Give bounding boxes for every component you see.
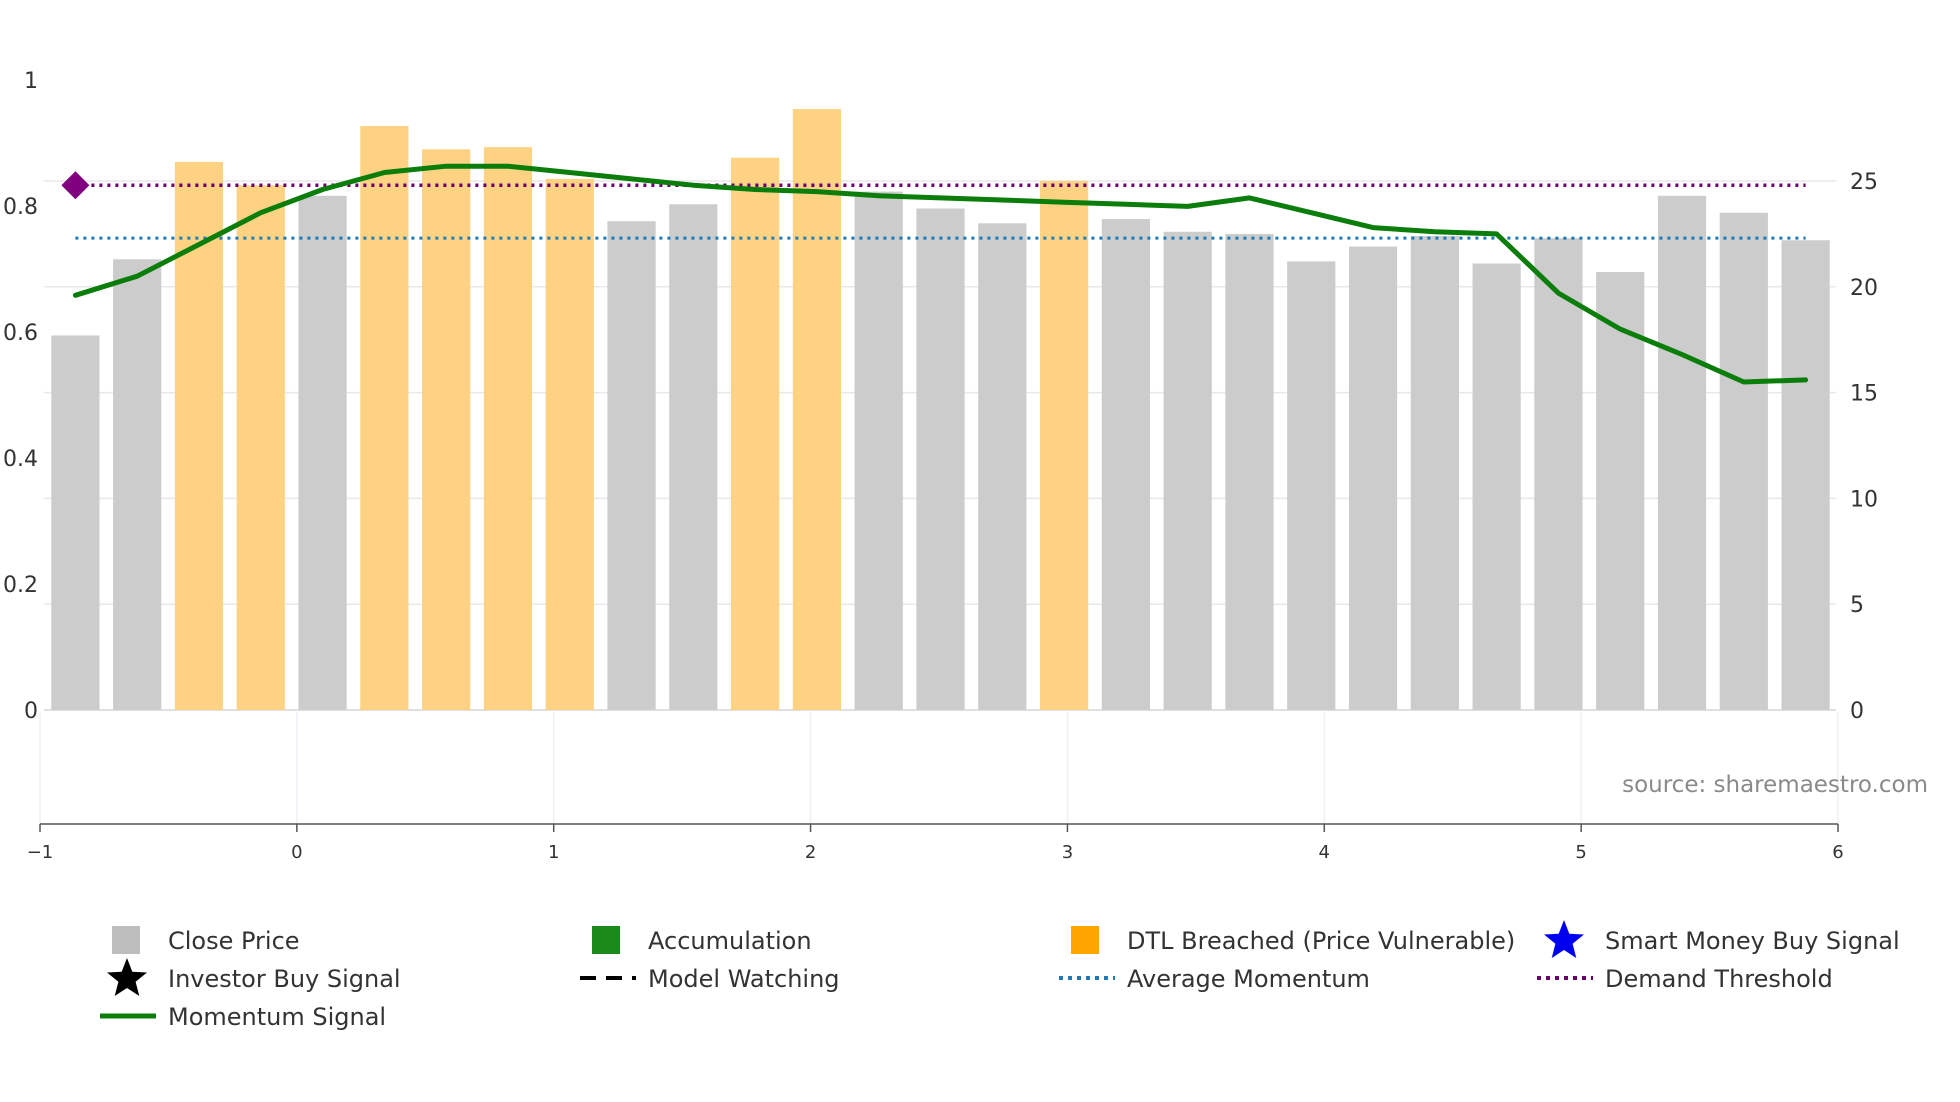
- legend-label: Average Momentum: [1127, 965, 1370, 993]
- y-right-tick-label: 20: [1850, 276, 1878, 301]
- price-bar: [1719, 212, 1768, 711]
- y-right-tick-label: 5: [1850, 593, 1864, 618]
- y-left-tick-label: 0.6: [3, 321, 38, 346]
- legend: Close Price Accumulation DTL Breached (Pri…: [100, 920, 1900, 1031]
- x-tick-label: 0: [291, 842, 302, 863]
- breached-price-bar: [731, 157, 780, 710]
- legend-label: DTL Breached (Price Vulnerable): [1127, 927, 1515, 955]
- y-left-tick-label: 0: [24, 699, 38, 724]
- price-bar: [978, 223, 1027, 710]
- price-bar: [1287, 261, 1336, 710]
- legend-label: Close Price: [168, 927, 300, 955]
- breached-price-bar: [483, 147, 533, 711]
- y-right-tick-label: 15: [1850, 382, 1878, 407]
- source-label: source: sharemaestro.com: [1622, 772, 1928, 798]
- price-bar: [1534, 238, 1583, 710]
- y-left-tick-label: 0.2: [3, 573, 38, 598]
- x-tick-label: 4: [1319, 842, 1330, 863]
- bars-layer: [51, 109, 1830, 711]
- y-left-tick-label: 1: [24, 69, 38, 94]
- x-tick-label: 5: [1575, 842, 1586, 863]
- legend-star-icon: [107, 958, 147, 996]
- y-left-tick-label: 0.8: [3, 195, 38, 220]
- price-bar: [1781, 240, 1830, 711]
- price-bar: [1472, 263, 1521, 710]
- legend-label: Smart Money Buy Signal: [1605, 927, 1900, 955]
- price-bar: [1410, 236, 1459, 711]
- price-bar: [1163, 231, 1212, 710]
- x-tick-label: 6: [1832, 842, 1843, 863]
- legend-label: Demand Threshold: [1605, 965, 1833, 993]
- price-bar: [669, 204, 718, 710]
- y-right-tick-label: 0: [1850, 699, 1864, 724]
- price-bar: [916, 208, 965, 710]
- legend-label: Momentum Signal: [168, 1003, 386, 1031]
- price-bar: [1348, 246, 1398, 710]
- price-bar: [1101, 219, 1150, 710]
- x-tick-label: 1: [548, 842, 559, 863]
- breached-price-bar: [236, 185, 285, 710]
- price-bar: [854, 191, 903, 710]
- legend-swatch-square: [112, 926, 140, 954]
- legend-star-icon: [1544, 920, 1584, 958]
- breached-price-bar: [422, 149, 471, 710]
- legend-swatch-square: [592, 926, 620, 954]
- y-right-tick-label: 10: [1850, 487, 1878, 512]
- breached-price-bar: [1039, 181, 1089, 710]
- breached-price-bar: [545, 178, 594, 710]
- lines-layer: [61, 163, 1809, 385]
- price-bar: [1596, 271, 1645, 710]
- x-tick-label: 3: [1062, 842, 1073, 863]
- x-tick-label: 2: [805, 842, 816, 863]
- legend-swatch-square: [1071, 926, 1099, 954]
- legend-label: Investor Buy Signal: [168, 965, 401, 993]
- price-bar: [1225, 233, 1274, 710]
- price-bar: [1657, 195, 1707, 710]
- momentum-signal-line: [72, 163, 1809, 385]
- price-bar: [51, 335, 100, 710]
- breached-price-bar: [792, 109, 842, 710]
- legend-label: Model Watching: [648, 965, 840, 993]
- legend-label: Accumulation: [648, 927, 812, 955]
- demand-marker: [61, 171, 90, 200]
- price-bar: [298, 195, 347, 710]
- price-bar: [113, 259, 162, 710]
- y-left-tick-label: 0.4: [3, 447, 38, 472]
- x-tick-label: −1: [27, 842, 54, 863]
- y-right-tick-label: 25: [1850, 170, 1878, 195]
- breached-price-bar: [360, 125, 409, 710]
- price-bar: [607, 221, 656, 711]
